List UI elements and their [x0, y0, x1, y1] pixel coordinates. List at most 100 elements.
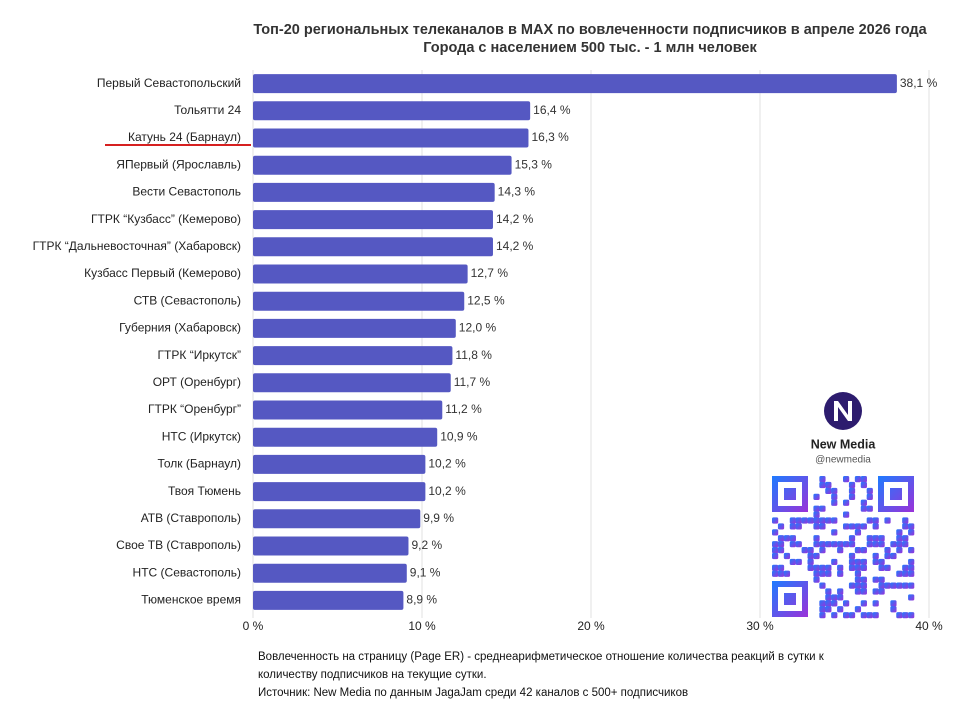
qr-finder: [772, 581, 808, 617]
value-label: 9,9 %: [423, 511, 454, 525]
qr-module: [789, 558, 796, 566]
qr-module: [801, 517, 808, 524]
qr-module: [860, 582, 867, 589]
y-tick-label: ГТРК “Кузбасс” (Кемерово): [91, 212, 241, 226]
value-label: 10,9 %: [440, 429, 478, 443]
qr-module: [872, 552, 879, 560]
qr-module: [789, 535, 796, 542]
qr-module: [878, 588, 885, 595]
chart-title: Топ-20 региональных телеканалов в MAX по…: [253, 22, 927, 38]
qr-module: [860, 481, 867, 489]
qr-module: [878, 541, 885, 548]
y-tick-label: Толк (Барнаул): [157, 457, 241, 471]
bar: [253, 74, 897, 94]
qr-module: [848, 558, 856, 566]
qr-module: [819, 582, 826, 589]
footnote-line: количеству подписчиков на текущие сутки.: [258, 669, 487, 681]
qr-module: [860, 523, 867, 530]
bar: [253, 400, 443, 420]
qr-module: [848, 612, 856, 619]
value-label: 8,9 %: [406, 593, 437, 607]
bar: [253, 509, 421, 529]
qr-module: [837, 564, 844, 571]
brand-name: New Media: [811, 437, 877, 451]
qr-module: [831, 499, 838, 506]
qr-module: [819, 612, 826, 619]
qr-module: [789, 517, 796, 524]
qr-module: [902, 582, 909, 589]
qr-module: [908, 612, 915, 619]
qr-module: [825, 487, 832, 495]
qr-module: [890, 606, 897, 613]
qr-module: [819, 523, 826, 530]
bar: [253, 210, 493, 230]
qr-module: [848, 564, 856, 571]
bar: [253, 101, 531, 121]
y-tick-label: Тольятти 24: [174, 103, 241, 117]
qr-module: [890, 600, 897, 607]
bar: [253, 482, 426, 502]
bar: [253, 318, 456, 338]
qr-module: [772, 517, 779, 524]
bar: [253, 373, 451, 393]
y-tick-label: АТВ (Ставрополь): [141, 511, 241, 525]
qr-module: [848, 535, 856, 542]
qr-module: [777, 570, 785, 577]
y-tick-label: Кузбасс Первый (Кемерово): [84, 266, 241, 280]
qr-module: [896, 582, 903, 589]
qr-module: [902, 564, 909, 571]
qr-module: [908, 594, 915, 601]
value-label: 10,2 %: [428, 484, 466, 498]
bar: [253, 536, 409, 556]
qr-module: [772, 547, 779, 554]
qr-module: [831, 594, 838, 601]
qr-module: [813, 535, 820, 542]
qr-module: [789, 523, 796, 530]
qr-module: [813, 505, 820, 512]
qr-module: [896, 547, 903, 554]
qr-module: [848, 523, 856, 530]
value-label: 12,7 %: [471, 266, 509, 280]
qr-module: [854, 523, 862, 530]
qr-module: [825, 594, 832, 601]
qr-module: [772, 570, 779, 577]
qr-module: [783, 535, 791, 542]
value-label: 11,7 %: [454, 375, 491, 389]
qr-module: [854, 570, 862, 577]
plot: 0 % 10 % 20 % 30 % 40 % Первый Севастопольски…: [33, 70, 943, 633]
value-label: 12,0 %: [459, 321, 497, 335]
qr-module: [860, 588, 867, 595]
bar: [253, 237, 493, 257]
qr-module: [860, 547, 867, 554]
y-tick-label: Катунь 24 (Барнаул): [128, 130, 241, 144]
qr-module: [872, 558, 879, 566]
qr-module: [831, 493, 838, 500]
qr-module: [837, 594, 844, 601]
qr-module: [902, 570, 909, 577]
qr-module: [843, 499, 850, 506]
qr-module: [831, 529, 838, 536]
qr-module: [860, 612, 867, 619]
y-tick-label: Свое ТВ (Ставрополь): [116, 538, 241, 552]
qr-module: [843, 523, 850, 530]
qr-module: [813, 552, 820, 560]
qr-code: [772, 476, 915, 619]
qr-module: [860, 505, 867, 512]
qr-module: [825, 517, 832, 524]
qr-module: [878, 558, 885, 566]
qr-module: [866, 612, 873, 619]
qr-module: [807, 547, 814, 554]
x-tick-label: 0 %: [243, 619, 264, 633]
qr-module: [854, 588, 862, 595]
qr-module: [813, 541, 820, 548]
bar: [253, 590, 404, 610]
y-tick-label: Тюменское время: [141, 593, 241, 607]
qr-module: [831, 541, 838, 548]
qr-module: [908, 547, 915, 554]
qr-module: [777, 523, 785, 530]
qr-module: [819, 505, 826, 512]
qr-module: [848, 541, 856, 548]
y-tick-label: ГТРК “Дальневосточная” (Хабаровск): [33, 239, 241, 253]
qr-module: [860, 476, 867, 483]
qr-module: [890, 541, 897, 548]
